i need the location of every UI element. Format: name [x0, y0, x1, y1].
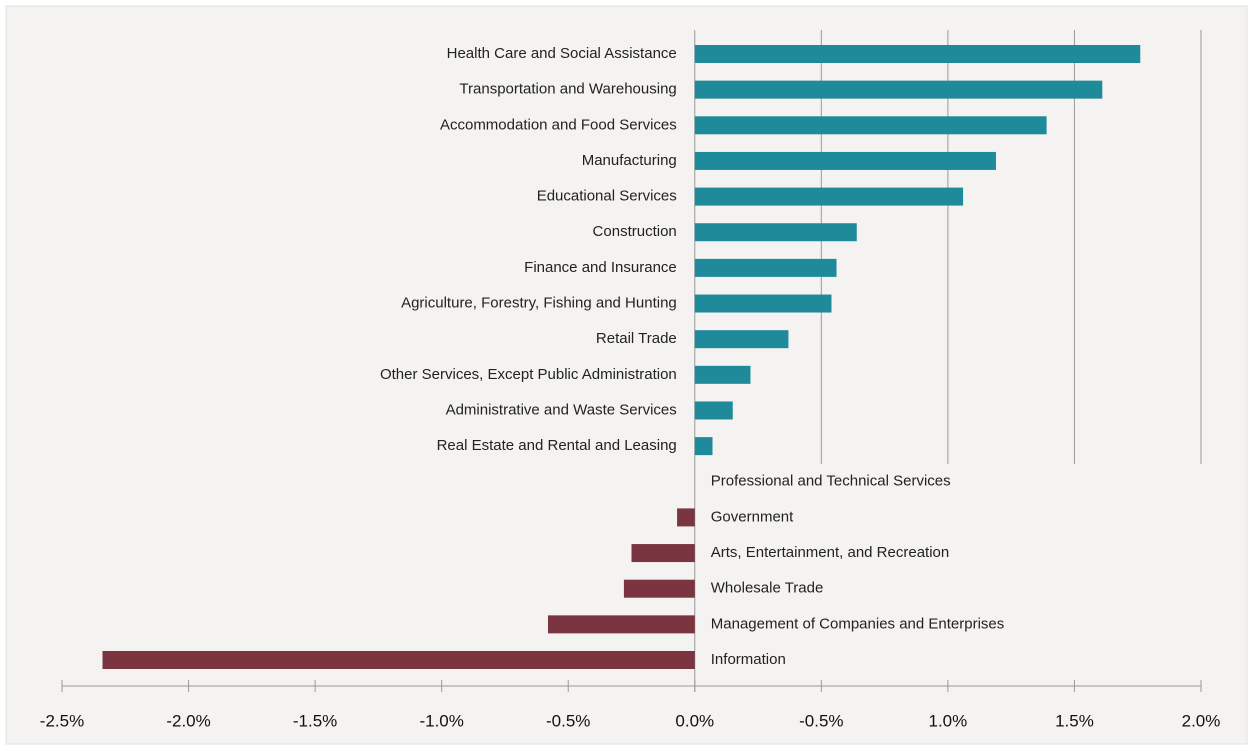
category-label: Educational Services	[537, 188, 677, 205]
category-label: Transportation and Warehousing	[459, 81, 676, 98]
bar	[547, 615, 695, 634]
bar	[694, 437, 713, 456]
category-label: Accommodation and Food Services	[440, 116, 677, 133]
category-label: Retail Trade	[596, 330, 677, 347]
bar	[694, 401, 733, 420]
bar	[677, 508, 695, 527]
category-label: Management of Companies and Enterprises	[711, 615, 1005, 632]
x-tick-label: -0.5%	[799, 711, 843, 730]
category-label: Information	[711, 651, 786, 668]
x-tick-label: -0.5%	[546, 711, 590, 730]
category-label: Construction	[593, 223, 677, 240]
x-tick-label: -2.5%	[40, 711, 84, 730]
bar	[694, 151, 996, 170]
category-label: Government	[711, 508, 794, 525]
bar	[102, 651, 695, 669]
bar	[694, 330, 789, 349]
bar	[694, 258, 837, 277]
bar	[694, 116, 1047, 135]
x-tick-label: 2.0%	[1182, 711, 1221, 730]
bar	[694, 294, 832, 313]
category-label: Finance and Insurance	[524, 259, 677, 276]
x-tick-label: 1.0%	[929, 711, 968, 730]
bar	[623, 579, 695, 598]
bar	[694, 80, 1103, 99]
category-label: Real Estate and Rental and Leasing	[437, 437, 677, 454]
bar	[694, 223, 857, 242]
category-label: Professional and Technical Services	[711, 473, 951, 490]
category-label: Health Care and Social Assistance	[447, 45, 677, 62]
x-tick-label: -1.5%	[293, 711, 337, 730]
bar	[694, 45, 1141, 63]
bar	[694, 187, 964, 206]
category-label: Other Services, Except Public Administra…	[380, 366, 677, 383]
x-tick-label: -2.0%	[166, 711, 210, 730]
category-label: Administrative and Waste Services	[446, 401, 677, 418]
category-label: Arts, Entertainment, and Recreation	[711, 544, 949, 561]
bar	[694, 365, 751, 384]
x-tick-label: -1.0%	[419, 711, 463, 730]
bar	[631, 544, 695, 563]
x-tick-label: 1.5%	[1055, 711, 1094, 730]
category-label: Manufacturing	[582, 152, 677, 169]
category-label: Agriculture, Forestry, Fishing and Hunti…	[401, 294, 677, 311]
category-label: Wholesale Trade	[711, 580, 824, 597]
x-tick-label: 0.0%	[675, 711, 714, 730]
